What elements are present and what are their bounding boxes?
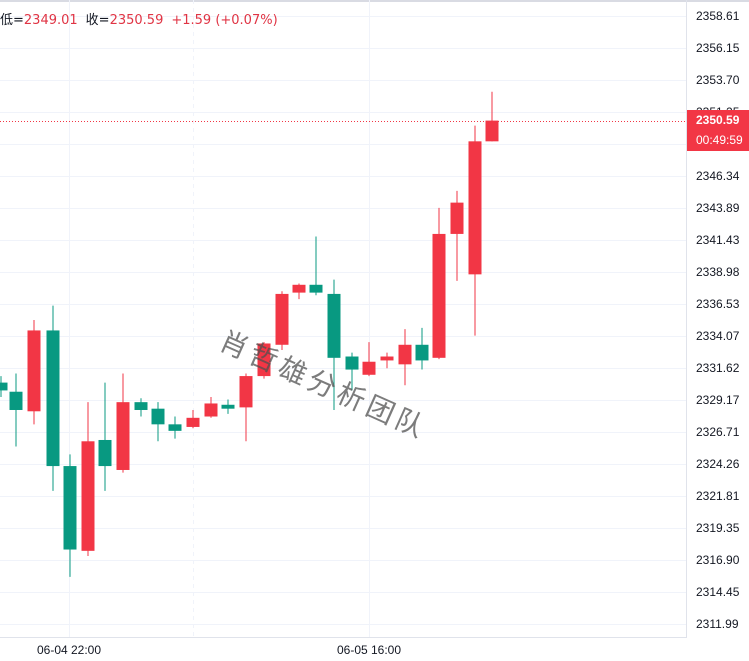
candle-body (468, 141, 482, 275)
price-tick-label: 2356.15 (696, 41, 740, 56)
time-tick-label: 06-05 16:00 (336, 643, 402, 657)
candle-body (380, 356, 394, 361)
candle-body (168, 424, 182, 431)
price-tick-label: 2338.98 (696, 265, 740, 279)
price-tick-label: 2316.90 (696, 552, 740, 567)
candle-body (362, 361, 376, 375)
candle-body (239, 376, 253, 408)
price-tick-label: 2326.71 (696, 425, 740, 440)
low-label: 低= (0, 13, 24, 28)
candle-body (151, 408, 165, 425)
candle-body (134, 402, 148, 410)
last-price-value: 2350.59 (696, 113, 740, 127)
price-tick-label: 2353.70 (696, 73, 740, 88)
candle-body (309, 284, 323, 293)
price-tick-label: 2358.61 (696, 9, 740, 23)
price-scale-border (686, 0, 687, 638)
candle-body (345, 356, 359, 370)
change-value: +1.59 (+0.07%) (171, 13, 278, 28)
price-tick-label: 2329.17 (696, 392, 740, 407)
price-tick-label: 2343.89 (696, 200, 740, 215)
candle-body (221, 404, 235, 409)
candle-body (485, 120, 499, 142)
candle-body (275, 293, 289, 345)
price-tick-label: 2311.99 (696, 617, 739, 631)
candle-body (46, 330, 60, 467)
price-tick-label: 2331.62 (696, 360, 740, 375)
candle-body (450, 202, 464, 234)
close-label: 收= (85, 13, 110, 28)
price-tick-label: 2319.35 (696, 521, 740, 535)
close-value: 2350.59 (109, 13, 164, 28)
time-scale-border (0, 637, 686, 638)
price-tick-label: 2336.53 (696, 296, 740, 311)
candle-body (415, 344, 429, 361)
price-tick-label: 2314.45 (696, 584, 740, 599)
candle-body (292, 284, 306, 293)
price-tick-label: 2334.07 (696, 329, 740, 344)
candle-body (432, 233, 446, 358)
candle-body (98, 439, 112, 467)
candle-body (327, 293, 341, 358)
candle-body (257, 343, 271, 377)
candle-body (0, 382, 8, 391)
candle-body (27, 330, 41, 412)
candle-body (116, 402, 130, 470)
candle-body (398, 344, 412, 365)
top-border (0, 0, 749, 2)
candle-body (204, 403, 218, 417)
candlestick-plot[interactable] (0, 0, 686, 637)
price-tick-label: 2341.43 (696, 233, 740, 248)
candle-body (9, 391, 23, 410)
price-tick-label: 2346.34 (696, 169, 740, 184)
candle-body (81, 441, 95, 551)
time-tick-label: 06-04 22:00 (36, 643, 102, 657)
last-price-badge: 2350.59 00:49:59 (687, 110, 749, 151)
candle-body (63, 466, 77, 550)
price-tick-label: 2324.26 (696, 456, 740, 471)
candle-body (186, 417, 200, 427)
low-value: 2349.01 (23, 13, 78, 28)
bar-countdown: 00:49:59 (696, 133, 743, 147)
ohlc-legend: 低=2349.01 收=2350.59 +1.59 (+0.07%) (0, 9, 278, 28)
price-tick-label: 2321.81 (696, 488, 740, 503)
